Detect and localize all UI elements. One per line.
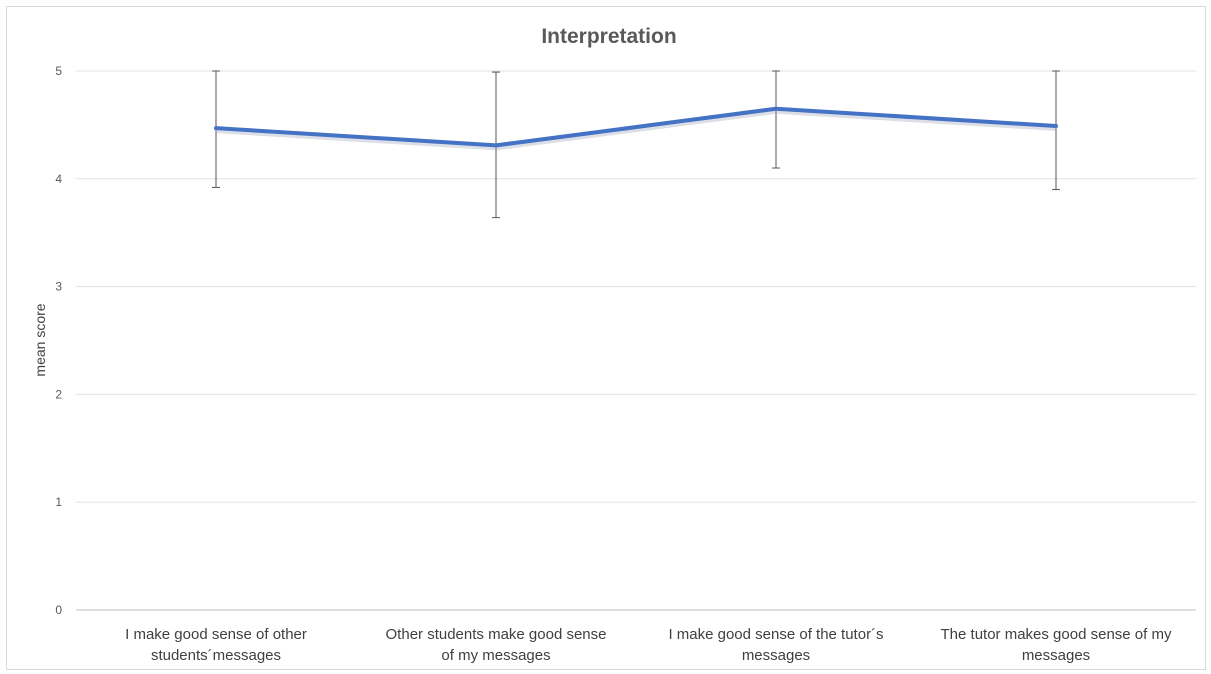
error-bars (212, 70, 1060, 219)
y-tick-label: 2 (55, 387, 62, 401)
chart-frame (6, 6, 1206, 670)
x-tick-label: I make good sense of other students´messa… (125, 626, 307, 664)
y-tick-label: 4 (55, 172, 62, 186)
y-tick-label: 0 (55, 603, 62, 617)
x-tick-label: The tutor makes good sense of my messages (941, 626, 1172, 664)
y-tick-label: 1 (55, 495, 62, 509)
x-tick-labels: I make good sense of other students´messa… (125, 626, 1172, 664)
series-line (214, 106, 1058, 148)
y-tick-labels: 0 1 2 3 4 5 (55, 64, 62, 617)
x-tick-label: I make good sense of the tutor´s messages (668, 626, 883, 664)
x-tick-label: Other students make good sense of my mess… (386, 626, 607, 664)
y-tick-label: 5 (55, 64, 62, 78)
y-tick-label: 3 (55, 280, 62, 294)
series-lines (214, 106, 1058, 151)
chart-title: Interpretation (541, 25, 676, 48)
y-axis-label: mean score (32, 303, 48, 376)
gridlines (76, 70, 1196, 611)
